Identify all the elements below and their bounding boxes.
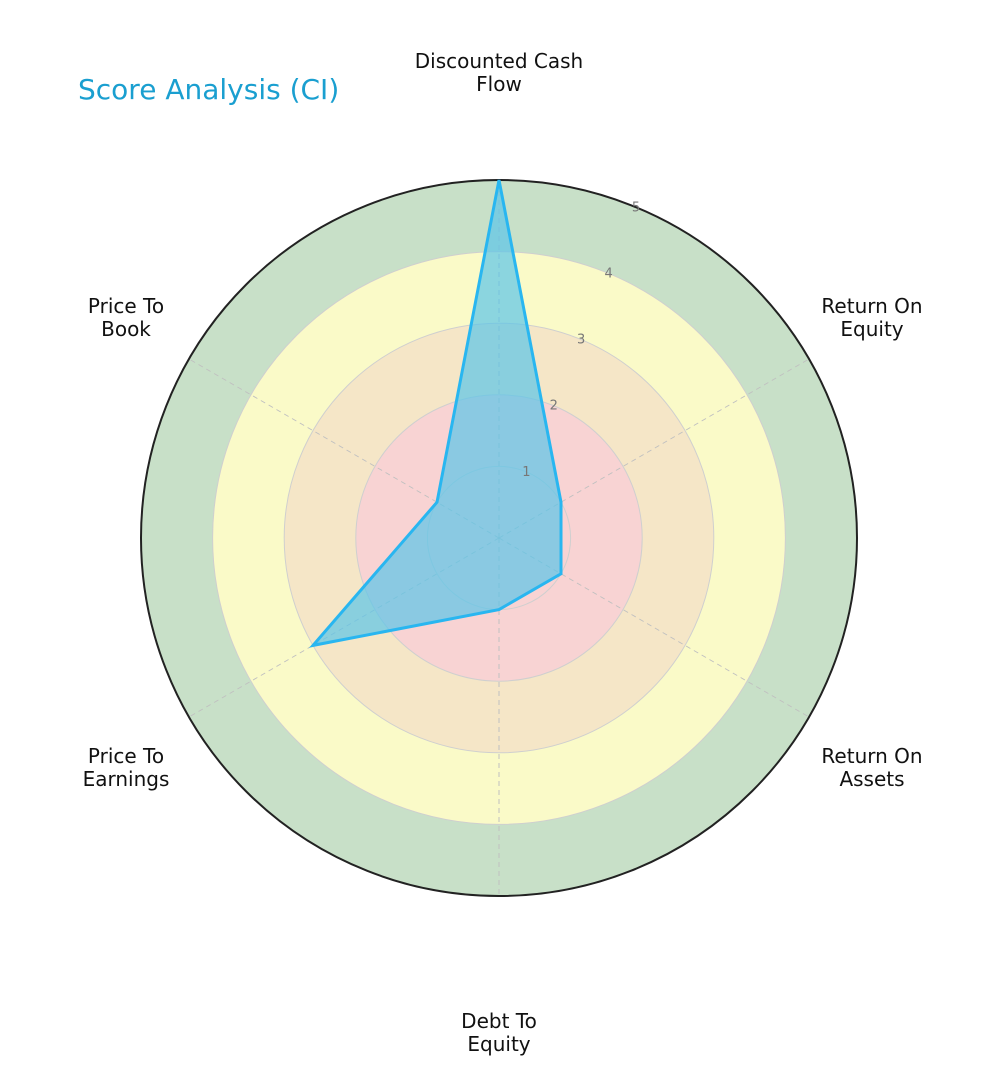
radial-tick-label: 1 [522, 465, 530, 480]
axis-label: Discounted Cash Flow [415, 49, 583, 96]
radial-tick-labels: 1 2 3 4 5 [522, 200, 640, 480]
radial-tick-label: 3 [577, 333, 585, 348]
spoke-5 [188, 358, 500, 539]
spoke-4 [188, 537, 500, 718]
axis-label: Return On Assets [821, 744, 922, 791]
score-series [309, 179, 563, 648]
radial-tick-label: 4 [604, 266, 612, 281]
spoke-2 [498, 537, 810, 718]
spoke-1 [498, 358, 810, 539]
axis-label: Return On Equity [821, 294, 922, 341]
radial-tick-label: 5 [632, 200, 640, 215]
axis-label: Price To Earnings [83, 744, 170, 791]
axis-labels: Discounted Cash Flow Return On Equity Return… [83, 49, 923, 1056]
radial-tick-label: 2 [550, 399, 558, 414]
axis-label: Price To Book [88, 294, 164, 341]
chart-title: Score Analysis (CI) [78, 73, 339, 106]
axis-label: Debt To Equity [461, 1009, 537, 1056]
